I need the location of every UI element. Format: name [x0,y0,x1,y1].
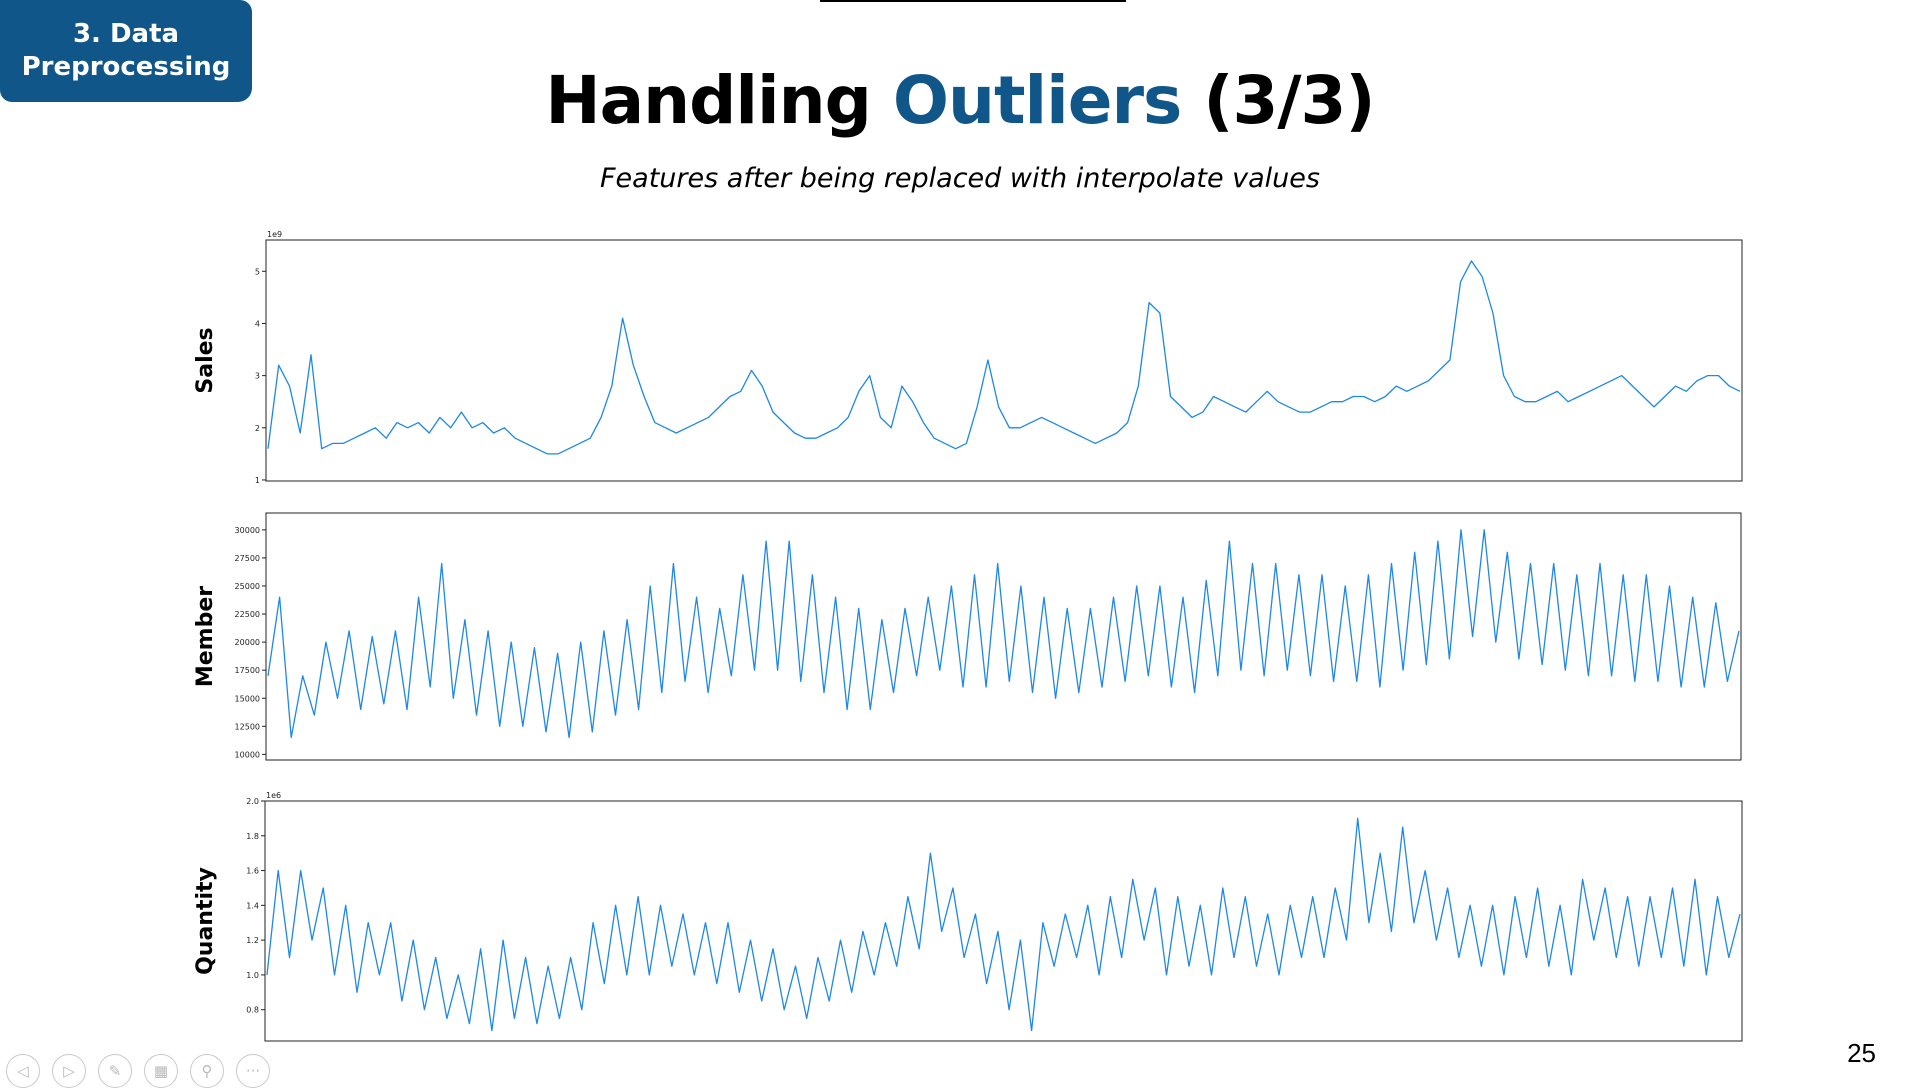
section-badge: 3. Data Preprocessing [0,0,252,102]
sales-y-tick-label: 4 [255,319,260,328]
slide-title: Handling Outliers (3/3) [0,62,1920,139]
quantity-y-tick-label: 1.4 [246,901,259,910]
quantity-y-tick-label: 1.6 [246,867,259,876]
quantity-series-line [266,817,1741,1032]
quantity-y-tick-label: 0.8 [246,1006,259,1015]
sales-y-axis-label: Sales [193,327,218,393]
title-accent-word: Outliers [892,62,1182,139]
sales-plot-frame [265,239,1743,482]
quantity-y-tick-label: 1.8 [246,832,259,841]
member-y-tick-label: 22500 [235,610,260,619]
quantity-offset-text: 1e6 [266,791,281,800]
member-y-tick-label: 17500 [235,666,260,675]
quantity-y-tick-label: 2.0 [246,797,259,806]
next-icon[interactable]: ▷ [52,1054,86,1088]
quantity-plot-frame [264,800,1743,1042]
member-y-tick-label: 20000 [235,638,260,647]
member-y-tick-label: 30000 [235,526,260,535]
sales-y-tick-label: 2 [255,424,260,433]
more-options-icon[interactable]: ··· [236,1054,270,1088]
member-y-axis-label: Member [193,586,218,687]
sales-y-tick-label: 5 [255,267,260,276]
member-y-tick-label: 25000 [235,582,260,591]
sales-y-tick-label: 1 [255,476,260,485]
slides-grid-icon[interactable]: ▦ [144,1054,178,1088]
sales-y-tick-label: 3 [255,372,260,381]
title-part2: (3/3) [1181,62,1375,139]
quantity-y-axis-label: Quantity [193,867,218,975]
section-badge-line2: Preprocessing [21,52,231,82]
member-y-tick-label: 12500 [235,722,260,731]
quantity-y-tick-label: 1.2 [246,936,259,945]
member-y-tick-label: 15000 [235,694,260,703]
slide-subtitle: Features after being replaced with inter… [600,163,1320,194]
member-plot-frame [265,512,1742,761]
sales-offset-text: 1e9 [267,230,282,239]
slideshow-toolbar: ◁ ▷ ✎ ▦ ⚲ ··· [6,1054,270,1088]
zoom-icon[interactable]: ⚲ [190,1054,224,1088]
previous-icon[interactable]: ◁ [6,1054,40,1088]
pen-icon[interactable]: ✎ [98,1054,132,1088]
title-part1: Handling [545,62,893,139]
sales-series-line [267,260,1741,455]
quantity-y-tick-label: 1.0 [246,971,259,980]
member-y-tick-label: 27500 [235,554,260,563]
member-y-tick-label: 10000 [235,750,260,759]
top-divider-line [820,0,1126,2]
page-number: 25 [1847,1038,1876,1068]
member-series-line [267,529,1740,739]
section-badge-line1: 3. Data [72,19,180,49]
